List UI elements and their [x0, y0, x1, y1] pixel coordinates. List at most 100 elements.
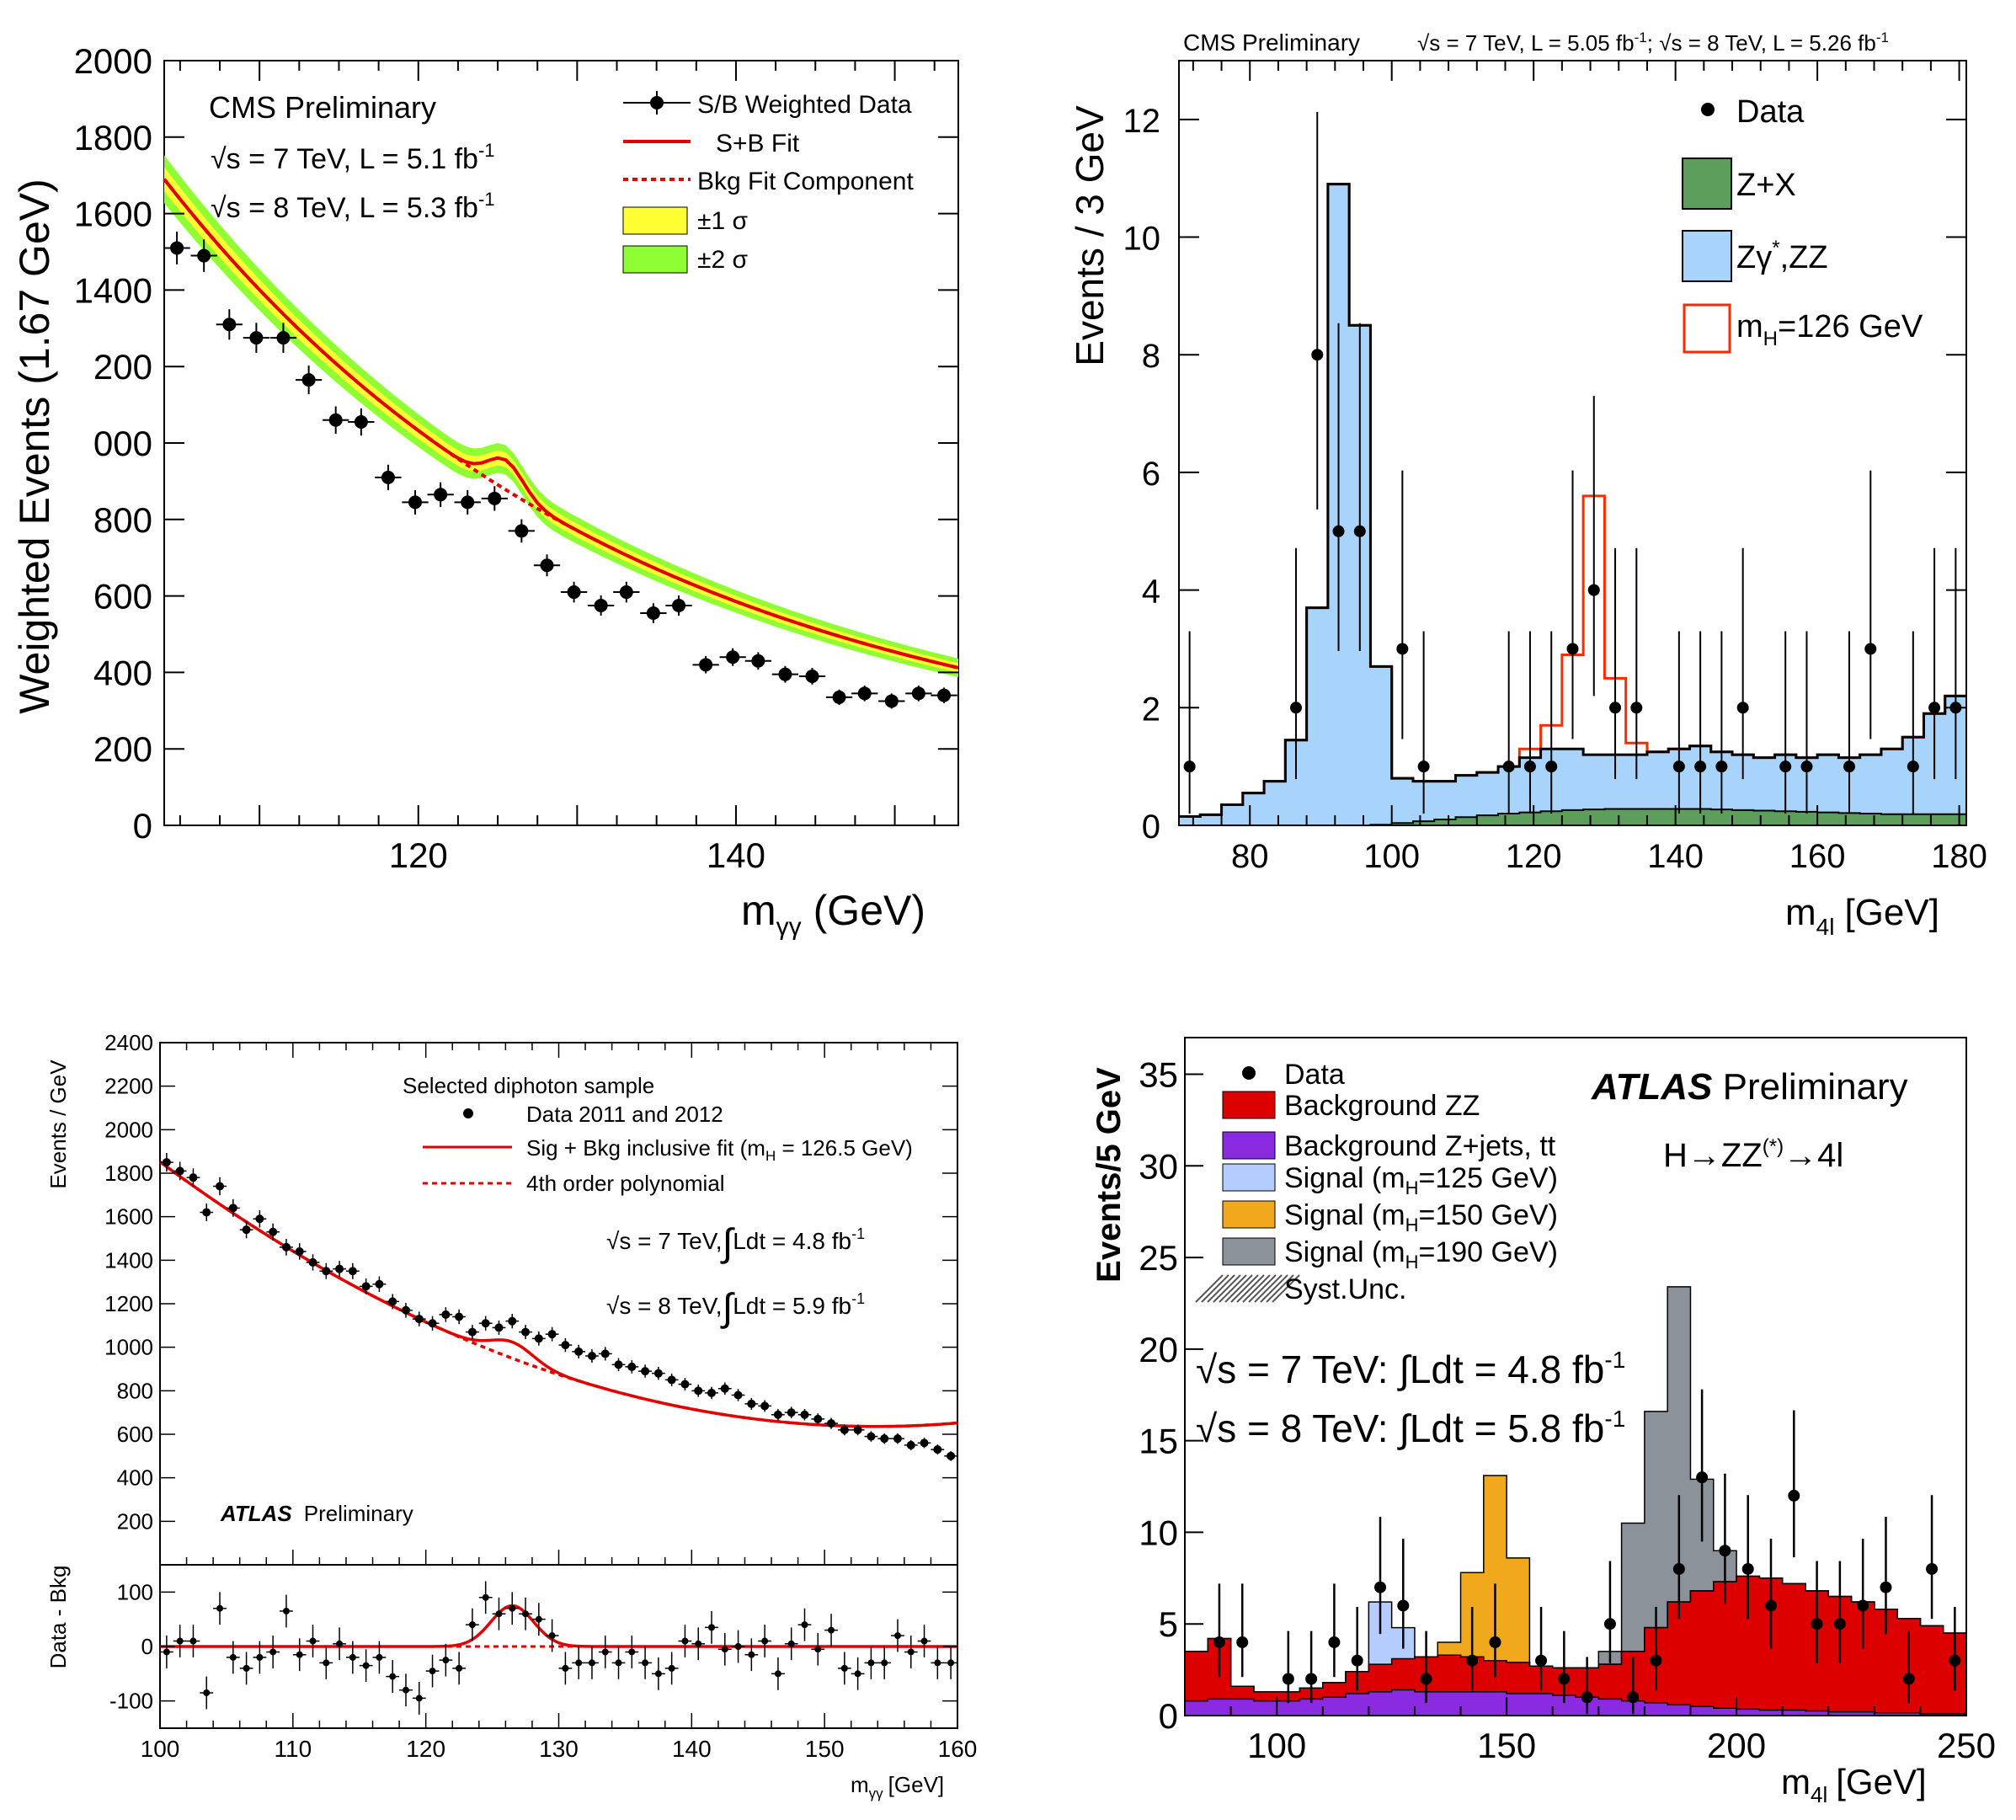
data-point — [1811, 1618, 1823, 1631]
data-point — [672, 598, 686, 612]
y-axis-label: Events / GeV — [45, 1059, 71, 1189]
y-tick-label: 2200 — [104, 1074, 153, 1099]
data-point — [627, 1362, 637, 1371]
data-point — [276, 331, 291, 345]
x-tick-label: 200 — [1707, 1726, 1766, 1765]
data-point — [401, 1305, 410, 1315]
residual-point — [349, 1653, 356, 1661]
legend-data-marker — [1701, 103, 1715, 116]
legend-data-marker — [650, 96, 664, 109]
energy-line-7: √s = 7 TeV,∫Ldt = 4.8 fb-1 — [606, 1220, 865, 1264]
legend-data-label: Data — [1284, 1059, 1345, 1091]
y-axis-label: Events / 3 GeV — [1068, 105, 1112, 366]
residual-point — [296, 1651, 303, 1658]
data-point — [1396, 643, 1409, 655]
x-label-unit: (GeV) — [813, 887, 925, 934]
data-point — [255, 1214, 264, 1224]
residual-point — [256, 1653, 264, 1661]
residual-point — [708, 1624, 716, 1631]
legend-m: m — [1736, 309, 1763, 344]
syst-hatch-line — [1248, 1274, 1277, 1303]
data-point — [800, 1410, 809, 1419]
y-tick-label: 1600 — [104, 1204, 153, 1230]
legend-signal-h: H — [1405, 1252, 1419, 1273]
bkg-fit-curve — [163, 178, 959, 670]
lumi-exponent: -1 — [478, 189, 495, 210]
legend-sig190-swatch — [1222, 1237, 1276, 1266]
x-label-unit: [GeV] — [888, 1772, 944, 1797]
energy-8-text: √s = 8 TeV: ∫Ldt = 5.8 fb — [1196, 1406, 1604, 1450]
data-point — [1719, 1545, 1731, 1557]
data-point — [295, 1247, 304, 1256]
data-point — [1630, 702, 1643, 714]
residual-point — [920, 1637, 928, 1645]
legend-zz-label: Background ZZ — [1284, 1090, 1480, 1122]
residual-point — [947, 1659, 955, 1667]
residual-point — [309, 1637, 317, 1645]
data-point — [1800, 761, 1813, 773]
data-point — [1332, 525, 1345, 537]
residual-point — [468, 1621, 476, 1629]
energy-8-lumi: Ldt = 5.9 fb — [733, 1293, 851, 1319]
data-point — [216, 1182, 225, 1191]
legend-mass: =126 GeV — [1778, 309, 1923, 344]
legend-fit-text: Sig + Bkg inclusive fit (m — [526, 1135, 765, 1161]
data-point — [1672, 1562, 1685, 1575]
residual-point — [854, 1670, 861, 1678]
x-tick-label: 120 — [406, 1736, 445, 1762]
ratio-signal-curve — [160, 1604, 957, 1648]
y-tick-label: 200 — [93, 347, 152, 387]
y-tick-label: 20 — [1139, 1330, 1178, 1369]
x-tick-label: 140 — [707, 835, 765, 875]
data-point — [381, 470, 395, 484]
y-tick-label: 8 — [1142, 338, 1160, 375]
x-label-sub: 4l — [1811, 1782, 1827, 1807]
legend-syst-swatch — [1195, 1274, 1300, 1303]
data-point — [787, 1408, 796, 1417]
process-main: H→ZZ — [1663, 1137, 1763, 1174]
y-tick-label: 5 — [1159, 1604, 1178, 1644]
residual-point — [934, 1659, 941, 1667]
residual-point — [615, 1659, 622, 1667]
data-point — [694, 1386, 703, 1396]
title: CMS Preliminary — [209, 90, 436, 125]
data-point — [1545, 761, 1558, 773]
cms-four-lepton-panel: 0 2 4 6 8 10 12 80 100 120 140 160 180 Events / 3 GeV… — [1068, 29, 1987, 940]
residual-point — [456, 1664, 463, 1672]
data-point — [269, 1227, 278, 1236]
data-point — [281, 1242, 291, 1252]
x-axis-label: m4l [GeV] — [1781, 1762, 1927, 1807]
legend-2sigma-swatch — [622, 245, 688, 274]
data-point — [455, 1312, 464, 1321]
data-point — [1236, 1636, 1249, 1648]
plot-frame — [1178, 60, 1967, 826]
lumi-exponent: -1 — [1635, 29, 1647, 45]
residual-point — [163, 1648, 170, 1656]
data-point — [1566, 643, 1579, 655]
process-label: H→ZZ(*)→4l — [1663, 1135, 1843, 1174]
data-point — [441, 1310, 451, 1319]
y-axis-label: Weighted Events (1.67 GeV) — [11, 179, 58, 714]
data-point — [646, 606, 660, 621]
residual-point — [203, 1689, 211, 1696]
legend-data-label: Data 2011 and 2012 — [526, 1102, 723, 1127]
legend-signal-mass: =125 GeV) — [1419, 1162, 1558, 1194]
y-tick-label: 12 — [1123, 103, 1161, 140]
residual-point — [336, 1640, 344, 1647]
x-tick-label: 140 — [672, 1736, 712, 1762]
data-point — [893, 1434, 902, 1444]
residual-point — [376, 1653, 383, 1661]
residual-point — [748, 1651, 755, 1658]
legend-sb-label: S+B Fit — [716, 130, 800, 157]
data-point — [920, 1438, 929, 1448]
x-tick-label: 100 — [141, 1736, 180, 1762]
y-tick-label: 2000 — [74, 41, 152, 81]
legend-zz-swatch — [1222, 1091, 1276, 1119]
legend-zz-label: Zγ*,ZZ — [1736, 237, 1828, 275]
legend-title: Selected diphoton sample — [403, 1073, 654, 1098]
data-point — [335, 1264, 344, 1273]
data-point — [594, 598, 608, 612]
data-point — [1609, 702, 1622, 714]
data-point — [1558, 1673, 1571, 1685]
